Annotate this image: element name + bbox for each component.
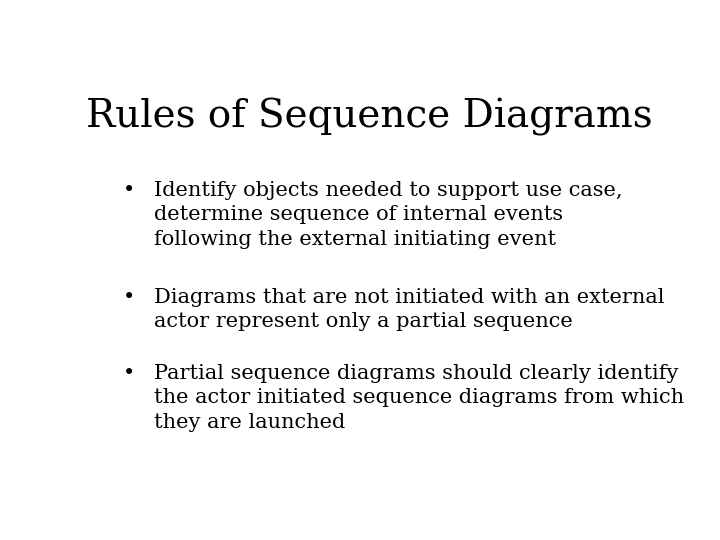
- Text: •: •: [123, 364, 135, 383]
- Text: •: •: [123, 288, 135, 307]
- Text: Partial sequence diagrams should clearly identify
the actor initiated sequence d: Partial sequence diagrams should clearly…: [154, 364, 684, 431]
- Text: Rules of Sequence Diagrams: Rules of Sequence Diagrams: [86, 98, 652, 136]
- Text: Identify objects needed to support use case,
determine sequence of internal even: Identify objects needed to support use c…: [154, 181, 623, 249]
- Text: Diagrams that are not initiated with an external
actor represent only a partial : Diagrams that are not initiated with an …: [154, 288, 665, 331]
- Text: •: •: [123, 181, 135, 200]
